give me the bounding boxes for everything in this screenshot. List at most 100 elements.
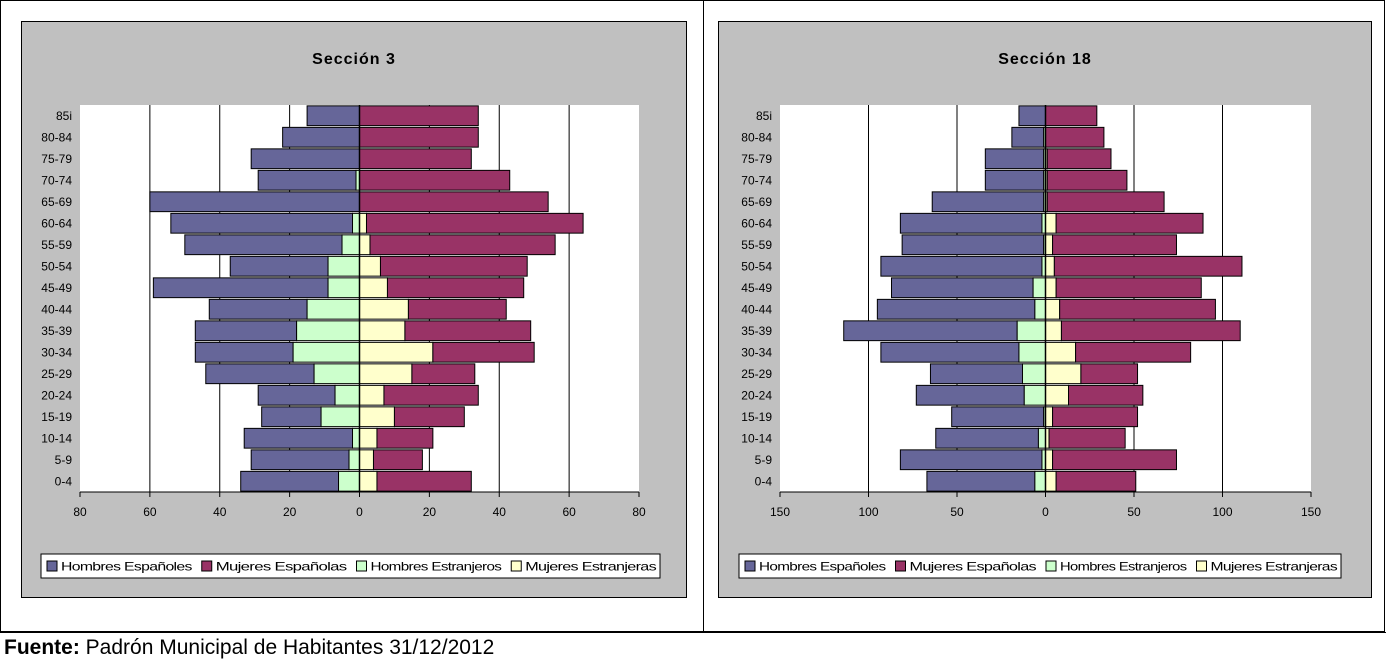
- source-label: Fuente:: [4, 636, 80, 659]
- bar-mujeres-estranjeras: [359, 255, 381, 277]
- legend-label: Mujeres Españolas: [216, 560, 347, 574]
- y-tick-label: 85i: [756, 109, 772, 123]
- bar-mujeres-estranjeras: [359, 298, 409, 320]
- x-tick-label: 40: [213, 505, 227, 519]
- bar-mujeres-espanolas: [1075, 341, 1192, 363]
- y-tick-label: 20-24: [741, 388, 772, 402]
- bar-hombres-estranjeros: [327, 255, 360, 277]
- bar-mujeres-espanolas: [376, 470, 472, 492]
- bar-hombres-espanoles: [257, 169, 357, 191]
- bar-hombres-estranjeros: [320, 406, 361, 428]
- panel-divider: [703, 0, 704, 632]
- legend-swatch: [1045, 560, 1057, 572]
- y-tick-label: 85i: [56, 109, 72, 123]
- bar-mujeres-espanolas: [1052, 234, 1177, 256]
- bar-mujeres-estranjeras: [359, 341, 434, 363]
- bar-hombres-estranjeros: [1034, 298, 1047, 320]
- bar-hombres-espanoles: [876, 298, 1036, 320]
- y-tick-label: 10-14: [741, 431, 772, 445]
- bar-mujeres-espanolas: [359, 191, 549, 213]
- bar-mujeres-estranjeras: [1045, 320, 1062, 342]
- bar-hombres-espanoles: [261, 406, 322, 428]
- bar-mujeres-espanolas: [365, 212, 584, 234]
- source-note: Fuente: Padrón Municipal de Habitantes 3…: [4, 636, 494, 660]
- chart-title: Sección 18: [998, 51, 1092, 68]
- bar-hombres-espanoles: [984, 148, 1045, 170]
- bar-hombres-espanoles: [899, 212, 1043, 234]
- bar-hombres-estranjeros: [292, 341, 360, 363]
- y-tick-label: 50-54: [41, 259, 72, 273]
- legend: Hombres Españoles Mujeres Españolas Hombre…: [40, 553, 661, 579]
- x-tick-label: 60: [562, 505, 576, 519]
- chart-seccion-18: Sección 18 150 100 50 0 50 100 150 0-4 5-9 10-14 15…: [718, 21, 1372, 598]
- legend-label: Hombres Estranjeros: [371, 560, 502, 574]
- bar-mujeres-espanolas: [1046, 148, 1112, 170]
- bar-mujeres-espanolas: [1068, 384, 1144, 406]
- bar-mujeres-estranjeras: [359, 427, 378, 449]
- bar-mujeres-espanolas: [379, 255, 528, 277]
- bar-mujeres-estranjeras: [1045, 449, 1054, 471]
- x-tick-label: 50: [950, 505, 964, 519]
- y-tick-label: 40-44: [41, 302, 72, 316]
- bar-mujeres-espanolas: [1059, 298, 1216, 320]
- bar-hombres-espanoles: [194, 341, 294, 363]
- bar-hombres-estranjeros: [1034, 470, 1047, 492]
- legend-label: Mujeres Estranjeras: [1211, 560, 1338, 574]
- bar-hombres-estranjeros: [352, 427, 361, 449]
- y-tick-label: 70-74: [741, 173, 772, 187]
- bar-mujeres-espanolas: [404, 320, 532, 342]
- bar-mujeres-espanolas: [383, 384, 479, 406]
- bar-mujeres-espanolas: [359, 148, 472, 170]
- x-tick-label: 20: [283, 505, 297, 519]
- bar-mujeres-espanolas: [372, 449, 423, 471]
- y-tick-label: 30-34: [741, 345, 772, 359]
- bar-mujeres-espanolas: [407, 298, 507, 320]
- bar-hombres-espanoles: [243, 427, 354, 449]
- bar-hombres-espanoles: [250, 449, 350, 471]
- bar-mujeres-espanolas: [1052, 449, 1177, 471]
- y-tick-label: 50-54: [741, 259, 772, 273]
- bar-mujeres-espanolas: [1048, 427, 1126, 449]
- y-tick-label: 5-9: [55, 453, 73, 467]
- bar-mujeres-espanolas: [1045, 126, 1105, 148]
- bar-mujeres-espanolas: [1046, 169, 1128, 191]
- bar-hombres-estranjeros: [334, 384, 361, 406]
- bar-hombres-espanoles: [170, 212, 354, 234]
- y-tick-label: 0-4: [55, 474, 73, 488]
- bar-mujeres-espanolas: [359, 169, 511, 191]
- legend-swatch: [46, 560, 58, 572]
- chart-seccion-3: Sección 3 80 60 40 20 0 20 40 60 80 0-4 5-9 10-14 15-…: [21, 21, 687, 598]
- legend-box: [40, 553, 661, 579]
- y-tick-label: 70-74: [41, 173, 72, 187]
- bar-hombres-estranjeros: [296, 320, 360, 342]
- bar-hombres-espanoles: [915, 384, 1025, 406]
- bar-mujeres-estranjeras: [359, 449, 374, 471]
- y-tick-label: 30-34: [41, 345, 72, 359]
- bar-hombres-estranjeros: [313, 363, 360, 385]
- bar-mujeres-estranjeras: [1045, 298, 1061, 320]
- bar-mujeres-estranjeras: [1045, 470, 1057, 492]
- y-tick-label: 10-14: [41, 431, 72, 445]
- x-tick-label: 80: [632, 505, 646, 519]
- legend-label: Mujeres Españolas: [910, 560, 1037, 574]
- legend-swatch: [510, 560, 522, 572]
- bar-mujeres-espanolas: [1053, 255, 1243, 277]
- y-tick-label: 65-69: [41, 195, 72, 209]
- source-text: Padrón Municipal de Habitantes 31/12/201…: [85, 636, 495, 659]
- bar-mujeres-estranjeras: [1045, 212, 1057, 234]
- legend-label: Mujeres Estranjeras: [525, 560, 656, 574]
- bar-mujeres-espanolas: [1046, 191, 1165, 213]
- x-tick-label: 20: [423, 505, 437, 519]
- bar-mujeres-estranjeras: [1045, 277, 1057, 299]
- bar-hombres-espanoles: [208, 298, 308, 320]
- y-tick-label: 55-59: [41, 238, 72, 252]
- bar-hombres-estranjeros: [306, 298, 360, 320]
- y-tick-label: 60-64: [741, 216, 772, 230]
- bar-mujeres-espanolas: [369, 234, 556, 256]
- bar-hombres-espanoles: [184, 234, 343, 256]
- y-tick-label: 20-24: [41, 388, 72, 402]
- y-tick-label: 55-59: [741, 238, 772, 252]
- y-tick-label: 45-49: [741, 281, 772, 295]
- bar-hombres-espanoles: [926, 470, 1036, 492]
- bar-hombres-espanoles: [205, 363, 315, 385]
